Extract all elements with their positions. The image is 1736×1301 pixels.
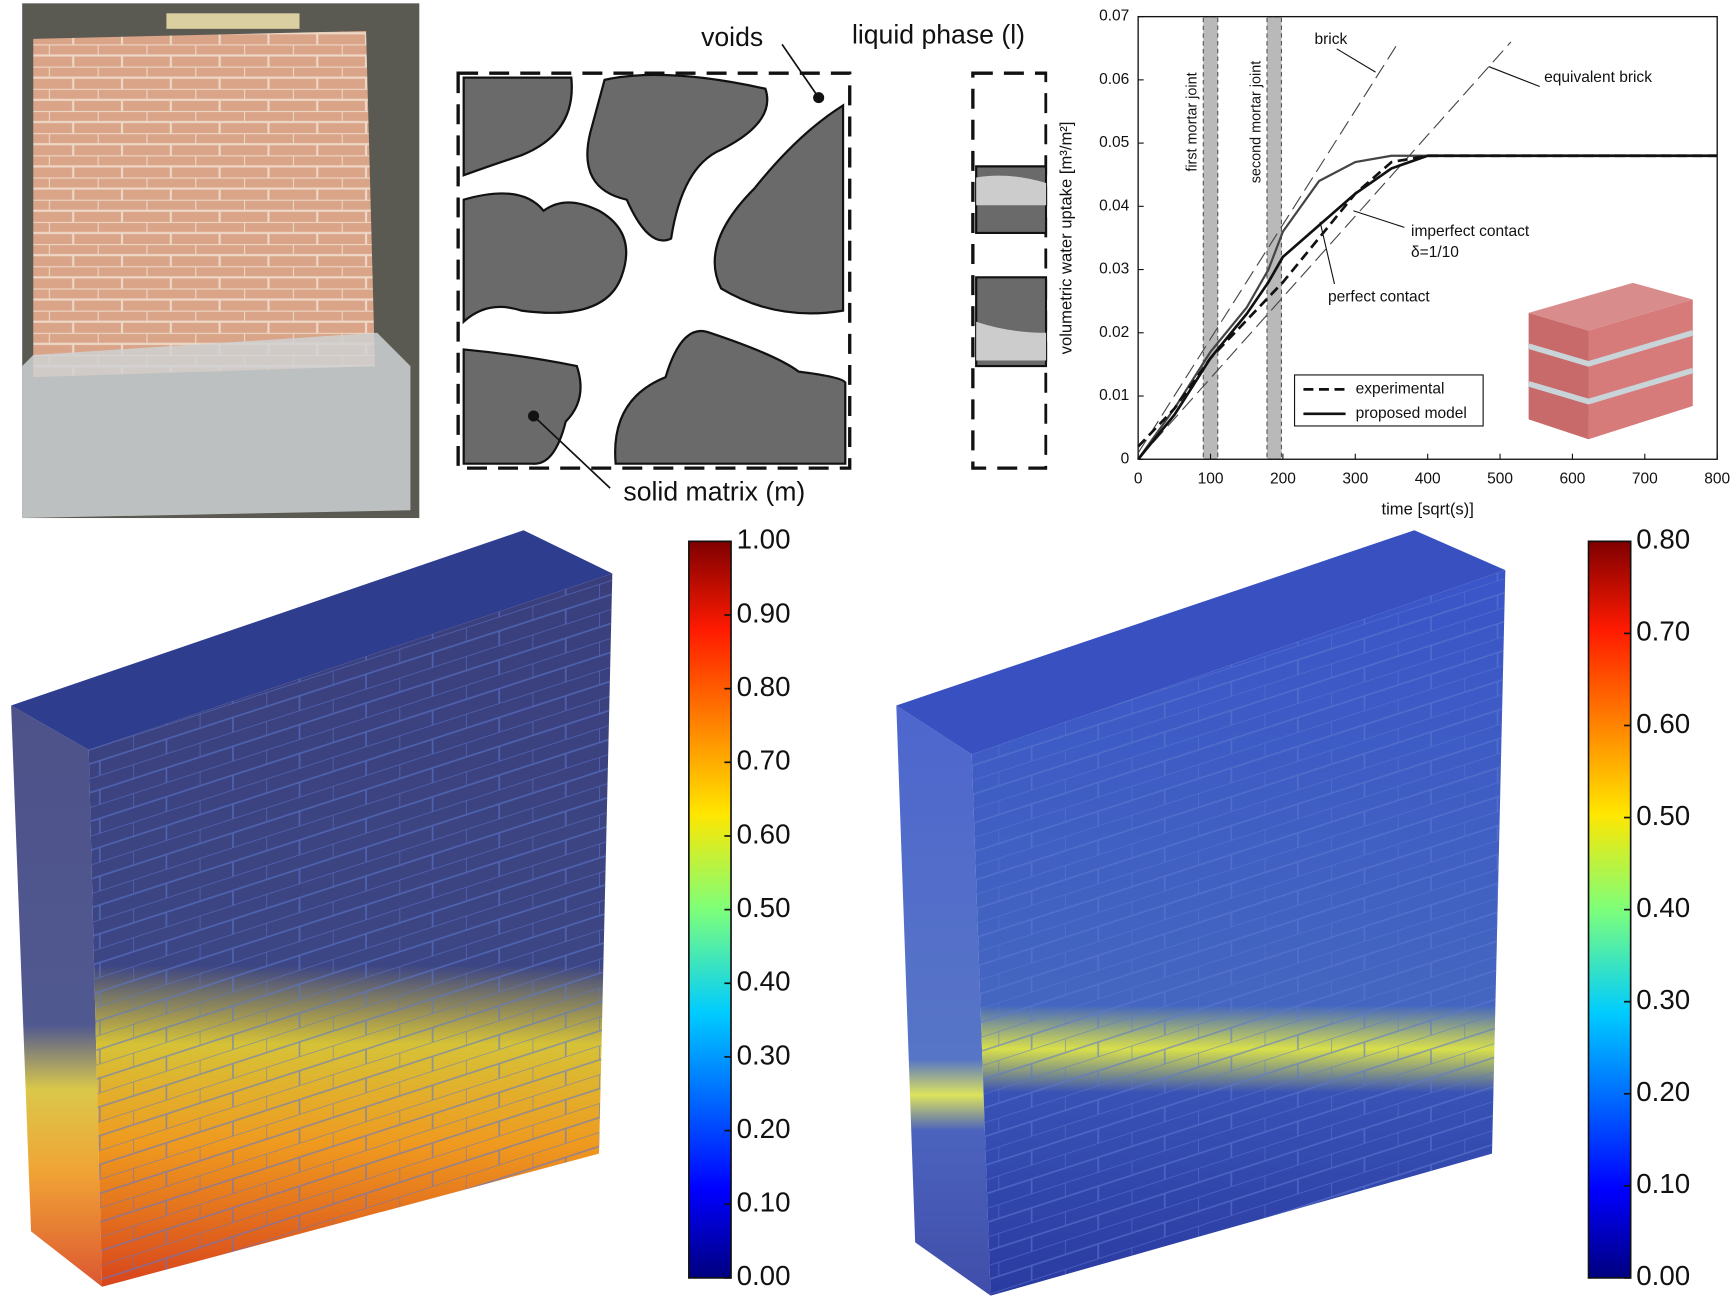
- colorbar-tick-label: 0.90: [737, 597, 791, 628]
- colorbar-tick-label: 0.60: [1636, 708, 1690, 739]
- colorbar-tick-label: 0.40: [1636, 892, 1690, 923]
- figure-content: voids liquid phase (l) solid matrix (m) …: [11, 0, 1731, 1296]
- colorbar-tick-label: 0.80: [1636, 524, 1690, 555]
- x-axis-label: time [sqrt(s)]: [1381, 500, 1473, 519]
- annotated-curve: [1137, 41, 1512, 460]
- pointer: [1336, 48, 1376, 73]
- colorbar-tick-label: 0.10: [737, 1187, 791, 1218]
- curve-label: brick: [1315, 31, 1348, 48]
- colorbar-tick-label: 0.60: [737, 818, 791, 849]
- colorbar-tick-label: 0.70: [737, 745, 791, 776]
- y-tick-label: 0.07: [1099, 8, 1129, 25]
- colorbar-tick-label: 0.80: [737, 671, 791, 702]
- voids-label: voids: [701, 22, 763, 52]
- x-tick-label: 600: [1559, 470, 1585, 487]
- colorbar-tick-label: 0.20: [1636, 1076, 1690, 1107]
- y-tick-label: 0.05: [1099, 134, 1129, 151]
- x-tick-label: 500: [1487, 470, 1513, 487]
- porous-diagram: voids liquid phase (l) solid matrix (m): [456, 20, 1048, 507]
- solid-matrix-label: solid matrix (m): [623, 477, 805, 507]
- colorbar-tick-label: 0.70: [1636, 616, 1690, 647]
- y-tick-label: 0: [1121, 450, 1130, 467]
- series-line: [1137, 154, 1718, 461]
- y-tick-label: 0.01: [1099, 387, 1129, 404]
- pointer: [1488, 66, 1540, 88]
- x-tick-label: 0: [1134, 470, 1143, 487]
- legend-label: proposed model: [1356, 405, 1467, 422]
- x-tick-label: 200: [1270, 470, 1296, 487]
- colorbar-tick-label: 0.00: [737, 1260, 791, 1291]
- band-label: first mortar joint: [1185, 72, 1201, 171]
- colorbar-tick-label: 0.30: [1636, 984, 1690, 1015]
- y-tick-label: 0.06: [1099, 71, 1129, 88]
- annotated-curve: [1137, 154, 1718, 460]
- inset-brick: [1527, 282, 1694, 440]
- y-tick-label: 0.02: [1099, 324, 1129, 341]
- y-tick-label: 0.04: [1099, 197, 1130, 214]
- colorbar-tick-label: 0.50: [1636, 800, 1690, 831]
- wall-left: [11, 530, 613, 1287]
- legend-label: experimental: [1356, 380, 1445, 397]
- x-tick-label: 400: [1415, 470, 1441, 487]
- x-tick-label: 300: [1342, 470, 1368, 487]
- x-tick-label: 700: [1632, 470, 1658, 487]
- x-tick-label: 800: [1704, 470, 1730, 487]
- colorbar-tick-label: 0.20: [737, 1113, 791, 1144]
- colorbar-tick-label: 0.30: [737, 1039, 791, 1070]
- colorbar-tick-label: 1.00: [737, 524, 791, 555]
- x-tick-label: 100: [1198, 470, 1224, 487]
- pointer: [1353, 210, 1405, 228]
- photo: [22, 3, 420, 519]
- y-axis-label: volumetric water uptake [m³/m²]: [1057, 122, 1076, 355]
- colorbar-tick-label: 0.40: [737, 966, 791, 997]
- colorbar-tick-label: 0.10: [1636, 1168, 1690, 1199]
- curve-label: equivalent brick: [1544, 69, 1652, 86]
- wall-right: [896, 530, 1506, 1296]
- band-label: second mortar joint: [1248, 61, 1264, 184]
- annotation: imperfect contact: [1411, 223, 1530, 240]
- liquid-phase-label: liquid phase (l): [852, 20, 1025, 50]
- annotated-curve: [1137, 41, 1400, 454]
- annotation: δ=1/10: [1411, 244, 1459, 261]
- colorbar-tick-label: 0.50: [737, 892, 791, 923]
- legend-box: [1293, 374, 1484, 427]
- y-tick-label: 0.03: [1099, 261, 1129, 278]
- pointer: [1319, 221, 1336, 285]
- curve-label: perfect contact: [1328, 288, 1430, 305]
- colorbar-tick-label: 0.00: [1636, 1260, 1690, 1291]
- colorbar: [1587, 540, 1632, 1279]
- mortar-band: [1202, 16, 1219, 460]
